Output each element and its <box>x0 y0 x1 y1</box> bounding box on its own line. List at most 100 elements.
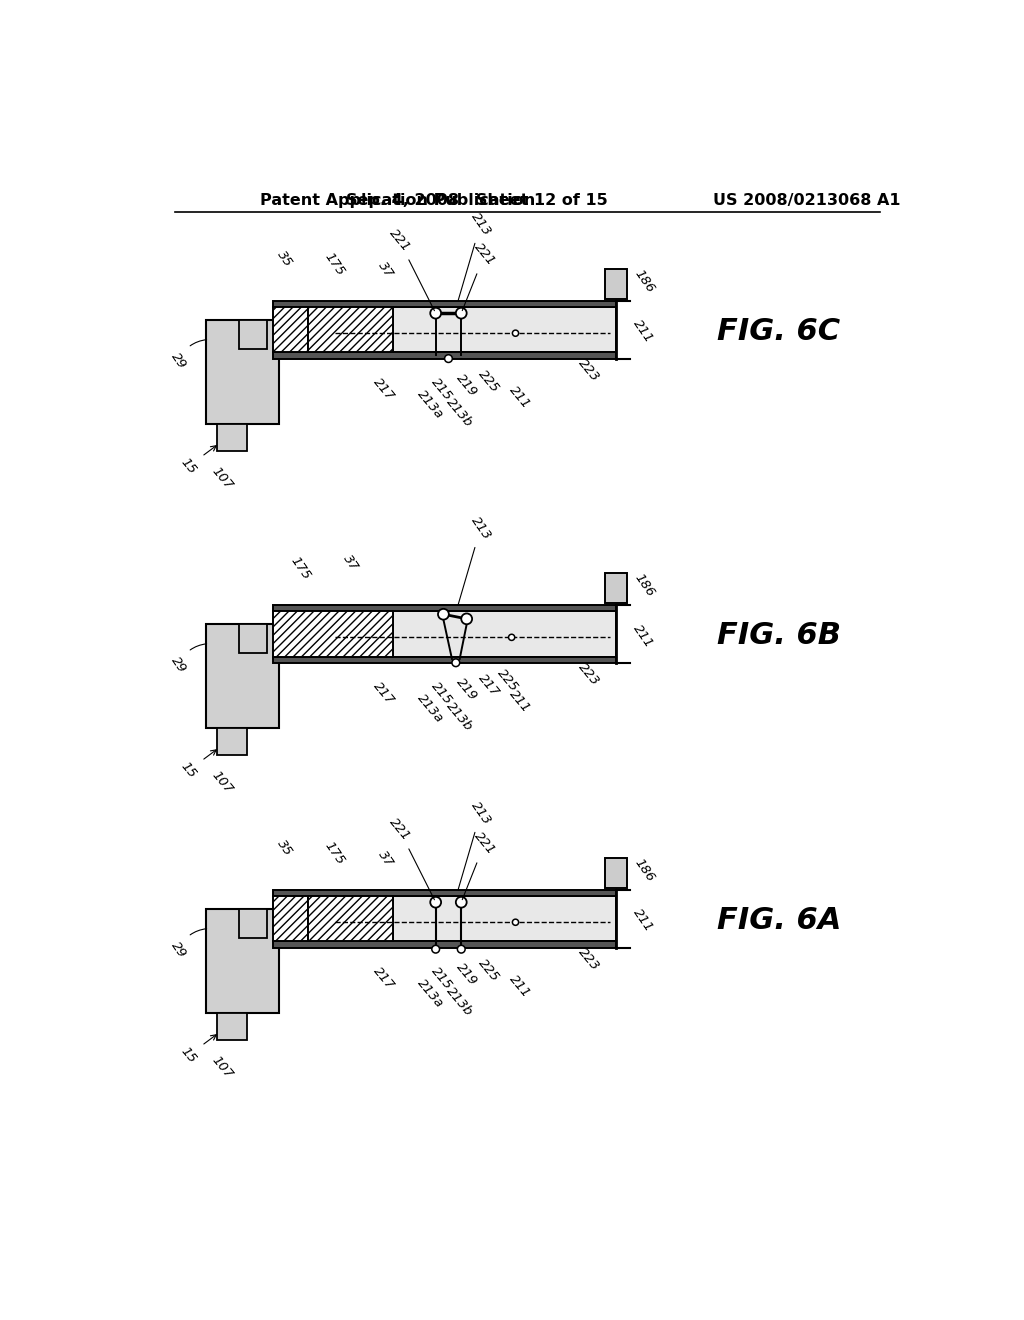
Text: 175: 175 <box>288 554 312 582</box>
Text: 29: 29 <box>168 929 207 961</box>
Bar <box>206 909 280 1014</box>
Circle shape <box>430 308 441 318</box>
Text: FIG. 6C: FIG. 6C <box>717 317 840 346</box>
Text: 213a: 213a <box>415 692 445 726</box>
Text: 211: 211 <box>506 688 532 715</box>
Circle shape <box>444 355 453 363</box>
Text: 213a: 213a <box>415 977 445 1011</box>
Text: 223: 223 <box>577 356 602 384</box>
Circle shape <box>509 635 515 640</box>
Text: 219: 219 <box>454 372 479 400</box>
Text: 213b: 213b <box>443 985 475 1019</box>
Text: 213b: 213b <box>443 700 475 734</box>
Text: 215: 215 <box>429 376 455 403</box>
Text: 29: 29 <box>168 339 207 371</box>
Bar <box>273 352 616 359</box>
Text: 217: 217 <box>371 680 397 708</box>
Bar <box>206 624 280 729</box>
Circle shape <box>432 945 439 953</box>
Text: 175: 175 <box>323 840 347 867</box>
Text: 213: 213 <box>458 799 494 890</box>
Circle shape <box>461 614 472 624</box>
Bar <box>216 1014 248 1040</box>
Text: 211: 211 <box>631 622 656 649</box>
Text: 213b: 213b <box>443 396 475 429</box>
Text: 225: 225 <box>495 667 521 694</box>
Bar <box>273 308 308 352</box>
Bar <box>605 573 627 603</box>
Bar <box>393 896 616 941</box>
Text: 225: 225 <box>475 368 502 396</box>
Text: 211: 211 <box>631 318 656 346</box>
Text: 107: 107 <box>210 768 236 796</box>
Text: 107: 107 <box>210 465 236 492</box>
Text: Sep. 4, 2008   Sheet 12 of 15: Sep. 4, 2008 Sheet 12 of 15 <box>346 193 607 209</box>
Bar <box>273 890 616 896</box>
Circle shape <box>456 308 467 318</box>
Bar <box>206 321 280 424</box>
Bar <box>273 941 616 948</box>
Text: Patent Application Publication: Patent Application Publication <box>260 193 535 209</box>
Bar <box>216 729 248 755</box>
Text: 15: 15 <box>178 446 216 477</box>
Bar <box>273 896 308 941</box>
Bar <box>605 269 627 298</box>
Text: 225: 225 <box>475 957 502 985</box>
Bar <box>239 624 266 653</box>
Bar <box>273 611 393 656</box>
Text: 219: 219 <box>454 961 479 989</box>
Bar <box>308 308 393 352</box>
Text: 217: 217 <box>475 672 502 700</box>
Text: FIG. 6A: FIG. 6A <box>717 907 842 935</box>
Text: 107: 107 <box>210 1053 236 1081</box>
Text: 215: 215 <box>429 965 455 993</box>
Text: 213: 213 <box>458 210 494 301</box>
Bar <box>393 611 616 656</box>
Text: 211: 211 <box>506 973 532 1001</box>
Text: 175: 175 <box>323 249 347 279</box>
Circle shape <box>452 659 460 667</box>
Text: 221: 221 <box>386 816 434 900</box>
Text: 213a: 213a <box>415 388 445 421</box>
Text: 215: 215 <box>429 680 455 708</box>
Text: 15: 15 <box>178 750 216 781</box>
Text: 217: 217 <box>371 376 397 403</box>
Text: 186: 186 <box>632 572 656 599</box>
Bar <box>216 424 248 451</box>
Bar <box>273 656 616 663</box>
Bar <box>308 896 393 941</box>
Text: 29: 29 <box>168 644 207 676</box>
Text: 223: 223 <box>577 660 602 688</box>
Text: 15: 15 <box>178 1035 216 1067</box>
Text: US 2008/0213068 A1: US 2008/0213068 A1 <box>713 193 901 209</box>
Text: 213: 213 <box>458 513 494 605</box>
Text: 35: 35 <box>274 837 295 858</box>
Text: 211: 211 <box>506 383 532 411</box>
Circle shape <box>458 945 465 953</box>
Circle shape <box>456 896 467 908</box>
Text: 217: 217 <box>371 965 397 993</box>
Bar <box>239 321 266 350</box>
Text: 37: 37 <box>375 260 395 281</box>
Bar <box>239 909 266 939</box>
Text: FIG. 6B: FIG. 6B <box>717 622 841 651</box>
Text: 219: 219 <box>454 676 479 704</box>
Circle shape <box>512 919 518 925</box>
Text: 221: 221 <box>462 830 498 900</box>
Text: 211: 211 <box>631 907 656 935</box>
Circle shape <box>512 330 518 337</box>
Text: 35: 35 <box>274 248 295 269</box>
Circle shape <box>438 609 449 619</box>
Bar <box>605 858 627 887</box>
Text: 223: 223 <box>577 945 602 973</box>
Bar <box>393 308 616 352</box>
Text: 186: 186 <box>632 268 656 296</box>
Text: 186: 186 <box>632 857 656 884</box>
Text: 37: 37 <box>340 552 360 573</box>
Circle shape <box>430 896 441 908</box>
Bar <box>273 605 616 611</box>
Bar <box>273 301 616 308</box>
Text: 37: 37 <box>375 849 395 870</box>
Text: 221: 221 <box>462 240 498 310</box>
Text: 221: 221 <box>386 227 434 310</box>
